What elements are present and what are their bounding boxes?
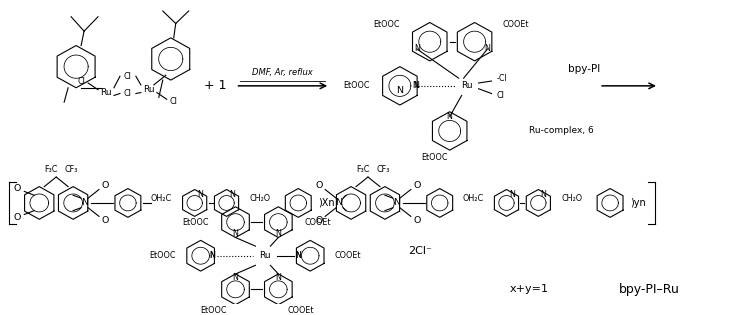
Text: Ru: Ru [260,251,271,260]
Text: O: O [316,181,323,190]
Text: COOEt: COOEt [287,306,313,315]
Text: N: N [335,198,343,208]
Text: N: N [197,190,203,199]
Text: N: N [275,273,281,282]
Text: N: N [509,190,515,199]
Text: Cl: Cl [170,97,178,106]
Text: EtOOC: EtOOC [374,20,400,29]
Text: O: O [101,216,109,225]
Text: O: O [413,181,421,190]
Text: EtOOC: EtOOC [200,306,227,315]
Text: x+y=1: x+y=1 [510,284,549,294]
Text: N: N [484,44,490,54]
Text: Ru: Ru [100,88,112,97]
Text: CH₂O: CH₂O [250,194,271,203]
Text: N: N [393,198,400,208]
Text: N: N [413,81,419,90]
Text: COOEt: COOEt [503,20,529,29]
Text: )Xn: )Xn [318,198,335,208]
Text: N: N [233,229,239,238]
Text: N: N [412,81,418,90]
Text: Cl: Cl [124,72,132,81]
Text: N: N [295,251,301,260]
Text: O: O [101,181,109,190]
Text: O: O [413,216,421,225]
Text: + 1: + 1 [204,79,227,92]
Text: CF₃: CF₃ [65,165,78,174]
Text: N: N [414,44,420,54]
Text: EtOOC: EtOOC [150,251,176,260]
Text: bpy-PI: bpy-PI [568,64,600,74]
Text: EtOOC: EtOOC [183,218,209,226]
Text: )yn: )yn [630,198,646,208]
Text: EtOOC: EtOOC [344,81,370,90]
Text: F₃C: F₃C [45,165,58,174]
Text: Cl: Cl [496,91,504,100]
Text: 2Cl⁻: 2Cl⁻ [408,246,432,256]
Text: Cl: Cl [124,89,132,98]
Text: O: O [14,213,21,222]
Text: EtOOC: EtOOC [421,153,448,162]
Text: Ru: Ru [143,85,155,94]
Text: COOEt: COOEt [335,251,361,260]
Text: N: N [447,112,453,121]
Text: N: N [275,229,281,238]
Text: CH₂O: CH₂O [562,194,583,203]
Text: N: N [396,86,404,95]
Text: N: N [210,251,216,260]
Text: Cl: Cl [77,77,85,86]
Text: N: N [233,273,239,282]
Text: Ru-complex, 6: Ru-complex, 6 [529,126,594,135]
Text: N: N [210,251,216,260]
Text: N: N [541,190,547,199]
Text: OH₂C: OH₂C [462,194,483,203]
Text: N: N [229,190,235,199]
Text: O: O [14,184,21,193]
Text: DMF, Ar, reflux: DMF, Ar, reflux [252,68,313,77]
Text: -Cl: -Cl [496,74,507,83]
Text: Ru: Ru [461,81,473,90]
Text: CF₃: CF₃ [377,165,390,174]
Text: N: N [81,198,89,208]
Text: F₃C: F₃C [356,165,370,174]
Text: COOEt: COOEt [305,218,332,226]
Text: N: N [295,251,301,260]
Text: OH₂C: OH₂C [150,194,171,203]
Text: O: O [316,216,323,225]
Text: bpy-PI–Ru: bpy-PI–Ru [619,283,680,296]
